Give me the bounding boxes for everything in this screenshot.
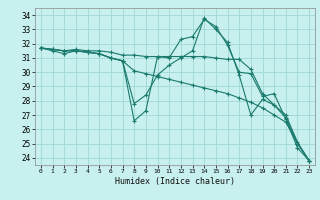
X-axis label: Humidex (Indice chaleur): Humidex (Indice chaleur) bbox=[115, 177, 235, 186]
